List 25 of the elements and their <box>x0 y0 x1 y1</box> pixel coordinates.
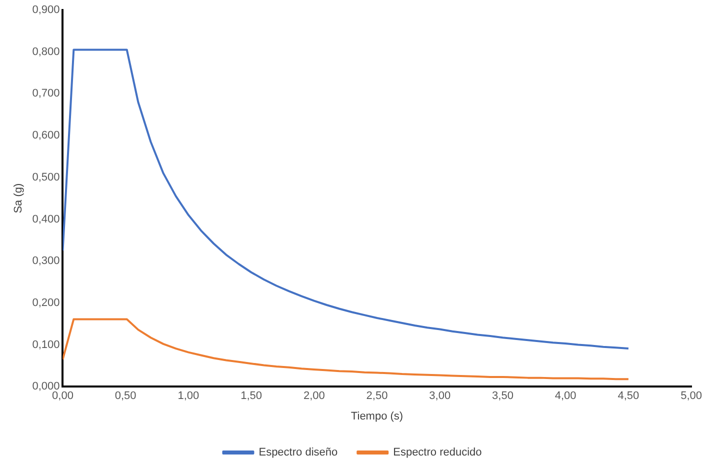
x-tick-label: 2,50 <box>366 390 388 402</box>
x-tick-label: 4,00 <box>554 390 576 402</box>
y-tick-label: 0,900 <box>32 4 60 16</box>
x-tick-label: 3,50 <box>492 390 514 402</box>
y-tick-label: 0,200 <box>32 296 60 309</box>
y-tick-label: 0,500 <box>32 171 60 184</box>
x-tick-label: 1,50 <box>240 390 262 402</box>
y-tick-label: 0,700 <box>32 88 60 100</box>
x-tick-label: 1,00 <box>178 390 200 402</box>
y-tick-label: 0,600 <box>32 130 60 142</box>
x-tick-label: 3,00 <box>429 390 451 402</box>
y-tick-label: 0,100 <box>32 338 60 351</box>
y-tick-label: 0,400 <box>32 213 60 226</box>
legend-label: Espectro reducido <box>393 446 482 459</box>
y-tick-label: 0,000 <box>32 380 60 393</box>
x-tick-label: 2,00 <box>303 390 325 402</box>
x-axis-title: Tiempo (s) <box>350 410 404 422</box>
x-tick-label: 4,50 <box>618 390 640 402</box>
x-tick-label: 0,00 <box>52 390 74 402</box>
y-tick-label: 0,300 <box>32 255 60 268</box>
legend-label: Espectro diseño <box>258 446 338 459</box>
x-tick-label: 0,50 <box>114 390 136 402</box>
y-axis-title: Sa (g) <box>12 183 25 214</box>
y-tick-label: 0,800 <box>32 46 60 58</box>
x-tick-label: 5,00 <box>680 390 702 402</box>
